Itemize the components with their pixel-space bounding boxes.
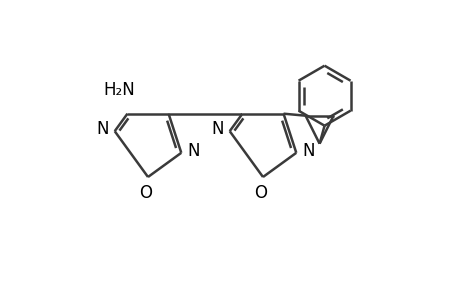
Text: N: N: [211, 120, 223, 138]
Text: N: N: [96, 120, 108, 138]
Text: N: N: [187, 142, 199, 160]
Text: N: N: [302, 142, 314, 160]
Text: H₂N: H₂N: [103, 81, 135, 99]
Text: O: O: [139, 184, 152, 202]
Text: O: O: [254, 184, 267, 202]
